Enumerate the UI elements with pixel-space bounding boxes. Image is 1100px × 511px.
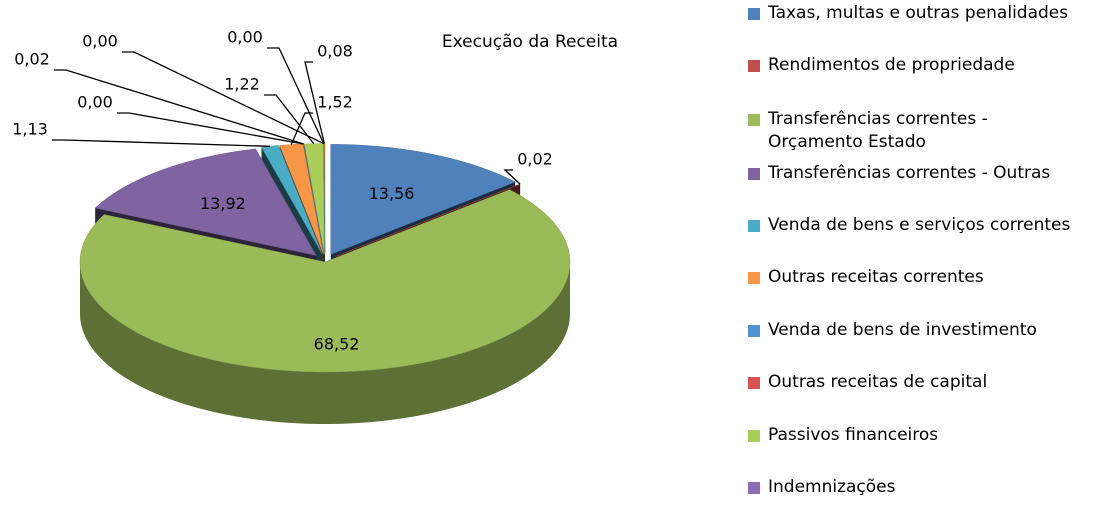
- data-label: 13,56: [369, 184, 415, 203]
- slice: [335, 183, 521, 257]
- legend-swatch: [748, 377, 760, 389]
- legend-label: Rendimentos de propriedade: [768, 55, 1015, 75]
- legend-label: Taxas, multas e outras penalidades: [768, 3, 1069, 23]
- legend-swatch: [748, 168, 760, 180]
- leader-line: [52, 139, 271, 147]
- data-label: 1,22: [224, 75, 260, 94]
- legend-label: Outras receitas de capital: [768, 372, 988, 392]
- data-label: 1,13: [12, 120, 48, 139]
- chart-title: Execução da Receita: [442, 32, 618, 52]
- legend-item: Venda de bens e serviços correntes: [748, 214, 1083, 237]
- chart: Execução da Receita 13,56 0,02 68,52 13,92 1…: [12, 28, 618, 424]
- leader-line: [117, 112, 304, 145]
- slice: [94, 148, 317, 256]
- leader-line: [503, 169, 521, 185]
- legend-swatch: [748, 430, 760, 442]
- leader-line: [290, 112, 313, 145]
- leader-line: [122, 51, 324, 145]
- legend-item: Venda de bens de investimento: [748, 319, 1083, 342]
- legend-item: Transferências correntes - Outras: [748, 162, 1083, 185]
- slice-group: [79, 189, 571, 424]
- data-label: 13,92: [200, 194, 246, 213]
- data-label: 68,52: [314, 335, 360, 354]
- data-label: 0,08: [317, 42, 353, 61]
- legend-label: Venda de bens de investimento: [768, 320, 1037, 340]
- legend-label: Indemnizações: [768, 477, 896, 497]
- legend-swatch: [748, 8, 760, 20]
- legend-swatch: [748, 60, 760, 72]
- legend-item: Outras receitas de capital: [748, 371, 1083, 394]
- slice: [79, 189, 571, 373]
- legend-label: Outras receitas correntes: [768, 267, 984, 287]
- legend-swatch: [748, 482, 760, 494]
- data-label: 0,00: [82, 32, 118, 51]
- leader-line: [54, 69, 304, 145]
- leader-line: [264, 94, 315, 145]
- legend-swatch: [748, 114, 760, 126]
- slice-wall: [80, 262, 570, 424]
- legend-label: Passivos financeiros: [768, 425, 939, 445]
- legend-swatch: [748, 325, 760, 337]
- legend-label: Transferências correntes - Orçamento Est…: [768, 109, 988, 152]
- legend-item: Taxas, multas e outras penalidades: [748, 2, 1083, 25]
- legend-swatch: [748, 272, 760, 284]
- legend-label: Transferências correntes - Outras: [768, 163, 1051, 183]
- data-label: 0,00: [77, 93, 113, 112]
- legend-item: Indemnizações: [748, 476, 1083, 499]
- legend-item: Rendimentos de propriedade: [748, 54, 1083, 77]
- data-label: 0,00: [227, 28, 263, 47]
- data-label: 0,02: [14, 50, 50, 69]
- leader-line: [304, 61, 325, 144]
- legend-swatch: [748, 220, 760, 232]
- data-label: 0,02: [517, 150, 553, 169]
- data-label: 1,52: [317, 93, 353, 112]
- legend-label: Venda de bens e serviços correntes: [768, 215, 1071, 235]
- leader-line: [267, 47, 325, 144]
- legend-item: Outras receitas correntes: [748, 266, 1083, 289]
- slice: [279, 143, 324, 254]
- legend-item: Transferências correntes - Orçamento Est…: [748, 108, 1083, 154]
- slice: [330, 144, 516, 255]
- legend-item: Passivos financeiros: [748, 424, 1083, 447]
